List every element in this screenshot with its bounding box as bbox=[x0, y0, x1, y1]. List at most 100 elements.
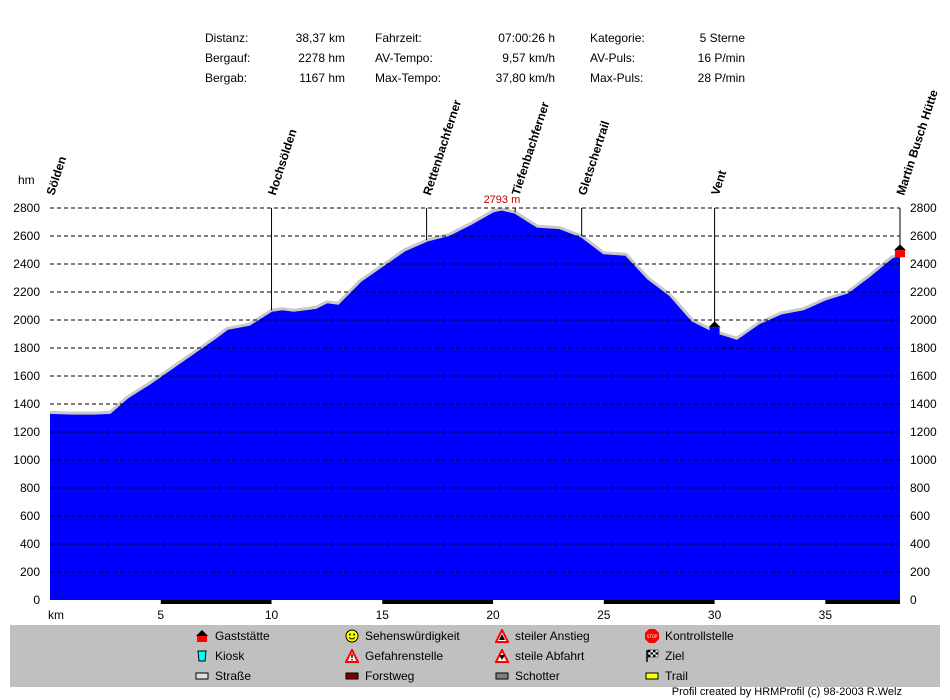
legend-label: steile Abfahrt bbox=[515, 649, 585, 663]
waypoint-label: Gletschertrail bbox=[575, 119, 612, 197]
marker-body bbox=[895, 250, 905, 258]
y-tick-label-right: 600 bbox=[910, 509, 930, 523]
y-tick-label: 200 bbox=[20, 565, 40, 579]
legend-label: Forstweg bbox=[365, 669, 415, 683]
waypoint-label: Hochsölden bbox=[265, 127, 300, 197]
stat-value: 1167 hm bbox=[299, 71, 345, 85]
y-tick-label: 1000 bbox=[13, 453, 40, 467]
marker-roof bbox=[708, 321, 721, 328]
surface-bar-segment bbox=[825, 600, 900, 604]
legend-item: Trail bbox=[645, 669, 688, 683]
stat-value: 9,57 km/h bbox=[502, 51, 555, 65]
y-tick-label-right: 400 bbox=[910, 537, 930, 551]
stat-label: Fahrzeit: bbox=[375, 31, 422, 45]
legend-label: Kontrollstelle bbox=[665, 629, 734, 643]
stat-label: Distanz: bbox=[205, 31, 249, 45]
y-tick-label-right: 2800 bbox=[910, 201, 937, 215]
gravel-swatch-icon bbox=[495, 669, 509, 683]
legend-item: Ziel bbox=[645, 649, 684, 663]
stat-value: 16 P/min bbox=[697, 51, 745, 65]
y-tick-label: 1800 bbox=[13, 341, 40, 355]
stat-label: Max-Puls: bbox=[590, 71, 644, 85]
x-tick-label: 15 bbox=[376, 608, 390, 620]
marker-roof bbox=[894, 244, 906, 251]
x-tick-label: 10 bbox=[265, 608, 279, 620]
stat-label: AV-Puls: bbox=[590, 51, 636, 65]
legend-item: Gaststätte bbox=[195, 629, 270, 643]
legend-item: Kiosk bbox=[195, 649, 244, 663]
y-tick-label-right: 1400 bbox=[910, 397, 937, 411]
legend-item: steile Abfahrt bbox=[494, 647, 585, 663]
y-tick-label-right: 2200 bbox=[910, 285, 937, 299]
trail-swatch-icon bbox=[645, 669, 659, 683]
waypoint-label: Sölden bbox=[44, 155, 70, 197]
x-tick-label: 25 bbox=[597, 608, 611, 620]
credit-text: Profil created by HRMProfil (c) 98-2003 … bbox=[671, 686, 902, 698]
x-tick-label: 20 bbox=[486, 608, 500, 620]
y-tick-label: 400 bbox=[20, 537, 40, 551]
y-tick-label: 2200 bbox=[13, 285, 40, 299]
y-tick-label-right: 800 bbox=[910, 481, 930, 495]
y-tick-label: 2800 bbox=[13, 201, 40, 215]
warning-exclamation-icon bbox=[344, 647, 360, 663]
legend-item: Schotter bbox=[495, 669, 560, 683]
x-tick-label: 5 bbox=[157, 608, 164, 620]
stat-label: Kategorie: bbox=[590, 31, 645, 45]
y-tick-label: 2400 bbox=[13, 257, 40, 271]
village-marker-icon bbox=[708, 321, 721, 335]
legend-label: Schotter bbox=[515, 669, 560, 683]
legend-label: Kiosk bbox=[215, 649, 245, 663]
legend-label: steiler Anstieg bbox=[515, 629, 590, 643]
legend-item: steiler Anstieg bbox=[494, 627, 590, 643]
stat-value: 2278 hm bbox=[298, 51, 345, 65]
y-tick-label-right: 2000 bbox=[910, 313, 937, 327]
surface-bar-segment bbox=[603, 600, 715, 604]
house-red-icon bbox=[195, 629, 209, 643]
stat-label: AV-Tempo: bbox=[375, 51, 433, 65]
smiley-icon bbox=[345, 629, 359, 643]
x-tick-label: 30 bbox=[708, 608, 722, 620]
road-swatch-icon bbox=[195, 669, 209, 683]
forest-road-swatch-icon bbox=[345, 669, 359, 683]
legend-label: Gaststätte bbox=[215, 629, 270, 643]
waypoint-label: Tiefenbachferner bbox=[509, 100, 552, 197]
y-tick-label: 1400 bbox=[13, 397, 40, 411]
stat-value: 38,37 km bbox=[295, 31, 345, 45]
x-axis-label: km bbox=[48, 608, 64, 620]
y-tick-label: 1600 bbox=[13, 369, 40, 383]
max-elevation-label: 2793 m bbox=[484, 194, 521, 206]
kiosk-cup-icon bbox=[195, 649, 209, 663]
stat-label: Bergauf: bbox=[205, 51, 251, 65]
stat-value: 07:00:26 h bbox=[498, 31, 555, 45]
surface-bar-segment bbox=[382, 600, 494, 604]
elevation-area bbox=[50, 209, 900, 600]
x-tick-label: 35 bbox=[819, 608, 833, 620]
y-tick-label-right: 2400 bbox=[910, 257, 937, 271]
y-tick-label: 0 bbox=[33, 593, 40, 607]
y-tick-label-right: 1800 bbox=[910, 341, 937, 355]
legend-item: Forstweg bbox=[345, 669, 414, 683]
stop-sign-icon: STOP bbox=[645, 629, 659, 643]
stat-label: Max-Tempo: bbox=[375, 71, 442, 85]
hut-marker-icon bbox=[894, 244, 906, 258]
waypoint-label: Vent bbox=[708, 168, 729, 196]
y-tick-label-right: 0 bbox=[910, 593, 917, 607]
y-tick-label-right: 1200 bbox=[910, 425, 937, 439]
legend-item: Straße bbox=[195, 669, 251, 683]
y-tick-label: 1200 bbox=[13, 425, 40, 439]
stat-value: 5 Sterne bbox=[699, 31, 745, 45]
legend-label: Gefahrenstelle bbox=[365, 649, 444, 663]
y-tick-label: 2000 bbox=[13, 313, 40, 327]
checkered-flag-icon bbox=[645, 649, 659, 663]
legend: Gaststätte Sehenswürdigkeit steiler Anst… bbox=[10, 625, 940, 687]
waypoint-label: Rettenbachferner bbox=[420, 98, 464, 197]
y-axis-label: hm bbox=[18, 173, 35, 187]
elevation-outline bbox=[49, 207, 901, 415]
legend-label: Trail bbox=[665, 669, 688, 683]
y-tick-label-right: 1000 bbox=[910, 453, 937, 467]
legend-label: Sehenswürdigkeit bbox=[365, 629, 460, 643]
stat-label: Bergab: bbox=[205, 71, 248, 85]
waypoint-label: Martin Busch Hütte bbox=[894, 88, 941, 197]
y-tick-label: 600 bbox=[20, 509, 40, 523]
svg-text:STOP: STOP bbox=[647, 634, 658, 639]
